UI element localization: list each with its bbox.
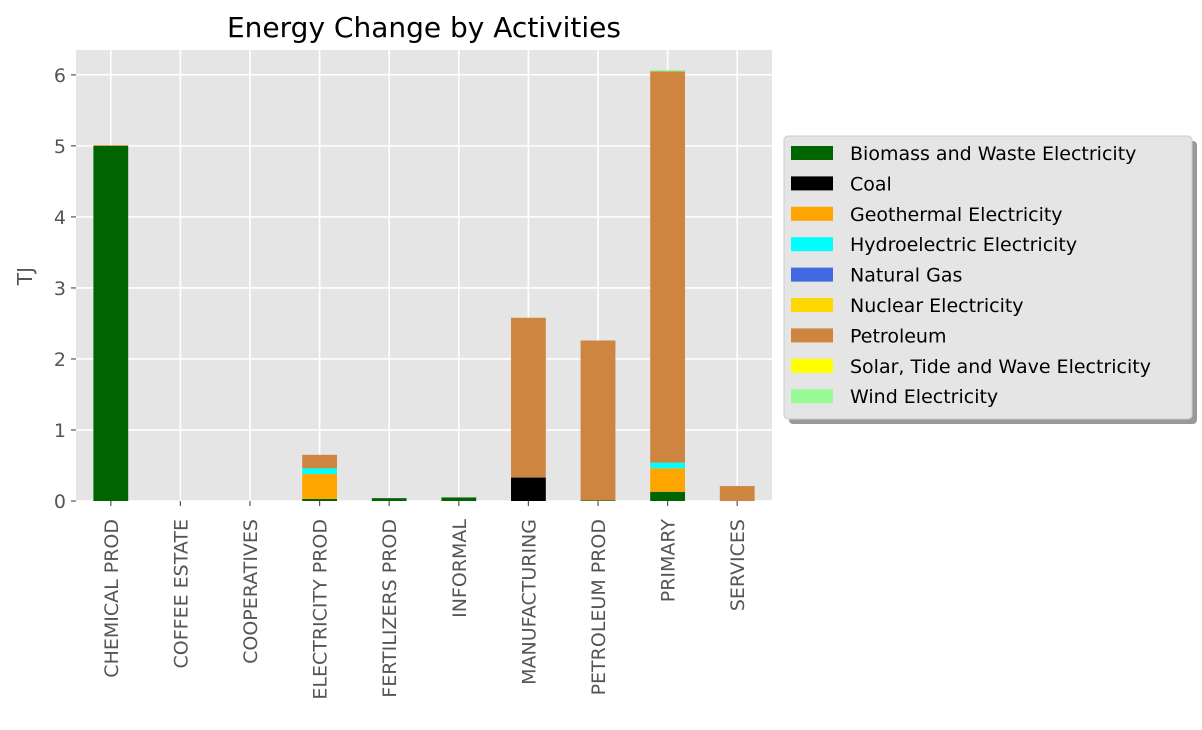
bar-segment <box>93 145 129 501</box>
legend-label: Nuclear Electricity <box>850 295 1024 317</box>
legend-swatch <box>791 298 833 312</box>
bar-segment <box>650 462 685 469</box>
y-tick-label: 5 <box>54 136 66 158</box>
bar-segment <box>580 340 616 501</box>
x-axis: CHEMICAL PROD COFFEE ESTATE COOPERATIVES EL… <box>101 501 749 700</box>
y-tick-label: 2 <box>54 349 66 371</box>
y-axis: 0 1 2 3 4 5 6 <box>54 65 76 513</box>
x-tick-label: COOPERATIVES <box>240 519 262 664</box>
legend-label: Natural Gas <box>850 265 962 287</box>
x-tick-label: INFORMAL <box>449 519 471 618</box>
grid <box>76 50 772 502</box>
x-tick-label: MANUFACTURING <box>518 519 540 685</box>
bar-segment <box>371 498 407 501</box>
y-axis-title: TJ <box>13 267 37 286</box>
legend-label: Hydroelectric Electricity <box>850 234 1077 256</box>
y-tick-label: 4 <box>54 207 66 229</box>
bar-segment <box>302 498 337 501</box>
bar-segment <box>302 474 337 499</box>
bar-segment <box>441 497 477 501</box>
bar-segment <box>650 468 685 492</box>
y-tick-label: 1 <box>54 420 66 442</box>
bars <box>93 69 755 501</box>
legend-label: Geothermal Electricity <box>850 204 1063 226</box>
bar-segment <box>650 69 685 72</box>
bar-segment <box>302 454 337 469</box>
y-tick-label: 3 <box>54 278 66 300</box>
legend-label: Coal <box>850 173 892 195</box>
chart-title: Energy Change by Activities <box>227 11 621 44</box>
legend-box <box>783 135 1193 420</box>
legend-label: Solar, Tide and Wave Electricity <box>850 356 1151 378</box>
bar-segment <box>511 317 546 478</box>
bar-segment <box>719 486 755 501</box>
legend-swatch <box>791 146 833 160</box>
bar-segment <box>93 145 129 146</box>
bar-segment <box>650 71 685 463</box>
legend-label: Biomass and Waste Electricity <box>850 143 1136 165</box>
x-tick-label: PRIMARY <box>658 519 680 603</box>
legend-swatch <box>791 176 833 191</box>
x-tick-label: ELECTRICITY PROD <box>310 519 332 700</box>
x-tick-label: PETROLEUM PROD <box>588 519 610 695</box>
y-tick-label: 6 <box>54 65 66 87</box>
legend-swatch <box>791 389 833 404</box>
legend-label: Wind Electricity <box>850 386 998 408</box>
legend: Biomass and Waste Electricity Coal Geother… <box>783 135 1197 424</box>
y-tick-label: 0 <box>54 491 66 513</box>
legend-swatch <box>791 328 833 343</box>
legend-swatch <box>791 206 833 221</box>
bar-segment <box>580 500 616 501</box>
x-tick-label: COFFEE ESTATE <box>170 519 192 668</box>
legend-label: Petroleum <box>850 325 946 347</box>
legend-swatch <box>791 358 833 373</box>
bar-segment <box>302 468 337 475</box>
bar-segment <box>511 477 546 501</box>
x-tick-label: SERVICES <box>727 519 749 611</box>
legend-swatch <box>791 237 833 252</box>
x-tick-label: CHEMICAL PROD <box>101 519 123 678</box>
x-tick-label: FERTILIZERS PROD <box>379 519 401 698</box>
bar-segment <box>650 491 685 501</box>
legend-swatch <box>791 267 833 282</box>
